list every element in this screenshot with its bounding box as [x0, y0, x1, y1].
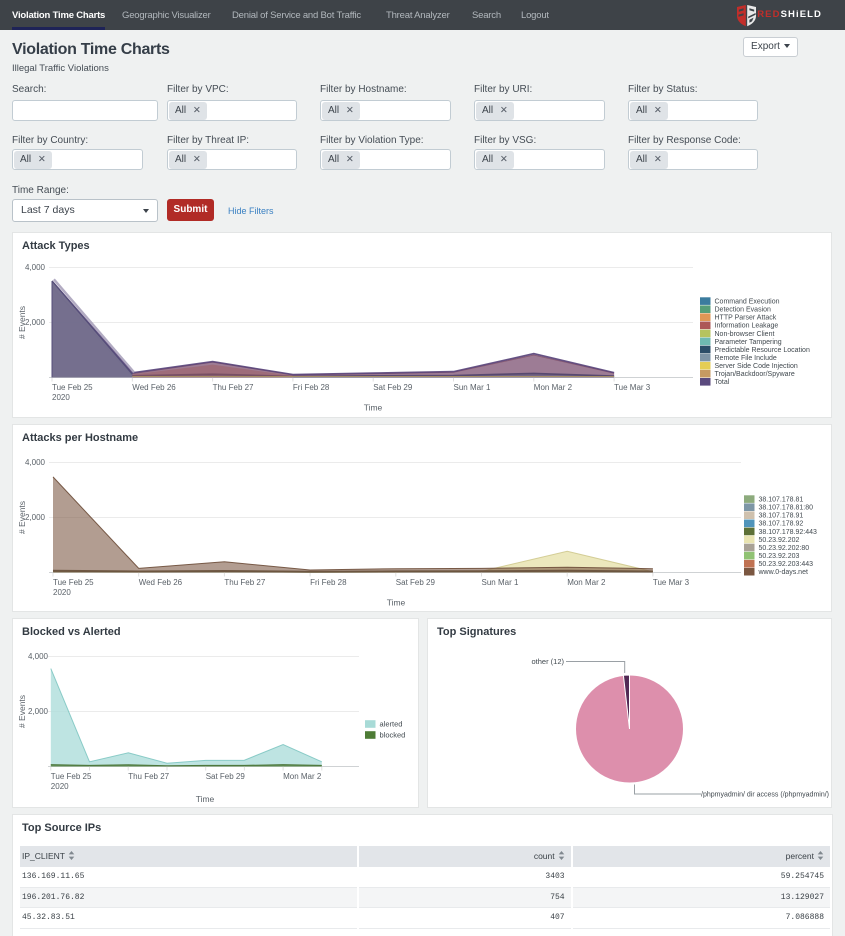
svg-text:Tue Feb 25: Tue Feb 25 [51, 772, 92, 781]
svg-text:38.107.178.92:443: 38.107.178.92:443 [759, 529, 817, 536]
svg-text:Tue Mar 3: Tue Mar 3 [653, 578, 690, 587]
svg-text:Sat Feb 29: Sat Feb 29 [206, 772, 246, 781]
svg-text:2020: 2020 [51, 782, 69, 791]
svg-text:Time: Time [364, 403, 383, 413]
svg-text:Sun Mar 1: Sun Mar 1 [454, 383, 491, 392]
svg-text:Mon Mar 2: Mon Mar 2 [567, 578, 606, 587]
svg-text:2,000: 2,000 [25, 318, 46, 327]
svg-text:Command Execution: Command Execution [715, 299, 780, 306]
svg-text:Fri Feb 28: Fri Feb 28 [310, 578, 347, 587]
svg-text:38.107.178.81:80: 38.107.178.81:80 [759, 505, 814, 512]
svg-text:2,000: 2,000 [25, 513, 46, 522]
svg-text:Total: Total [715, 379, 730, 386]
svg-text:Wed Feb 26: Wed Feb 26 [139, 578, 183, 587]
svg-text:HTTP Parser Attack: HTTP Parser Attack [715, 315, 777, 322]
svg-text:Fri Feb 28: Fri Feb 28 [293, 383, 330, 392]
svg-text:Mon Mar 2: Mon Mar 2 [283, 772, 322, 781]
svg-text:# Events: # Events [17, 501, 27, 534]
svg-text:Parameter Tampering: Parameter Tampering [715, 339, 782, 346]
svg-text:50.23.92.202: 50.23.92.202 [759, 537, 800, 544]
svg-text:other (12): other (12) [531, 657, 564, 666]
svg-text:4,000: 4,000 [25, 458, 46, 467]
svg-text:Tue Feb 25: Tue Feb 25 [53, 578, 94, 587]
svg-text:Thu Feb 27: Thu Feb 27 [224, 578, 265, 587]
svg-text:# Events: # Events [17, 695, 27, 728]
svg-text:Mon Mar 2: Mon Mar 2 [534, 383, 573, 392]
svg-text:Thu Feb 27: Thu Feb 27 [128, 772, 169, 781]
svg-text:Predictable Resource Location: Predictable Resource Location [715, 347, 810, 354]
svg-text:Thu Feb 27: Thu Feb 27 [213, 383, 254, 392]
svg-text:4,000: 4,000 [25, 263, 46, 272]
svg-text:50.23.92.202:80: 50.23.92.202:80 [759, 545, 810, 552]
svg-text:4,000: 4,000 [28, 652, 49, 661]
svg-text:blocked: blocked [380, 730, 406, 739]
svg-text:2020: 2020 [52, 393, 70, 402]
svg-text:38.107.178.91: 38.107.178.91 [759, 513, 804, 520]
svg-text:Non-browser Client: Non-browser Client [715, 331, 775, 338]
svg-text:Sat Feb 29: Sat Feb 29 [396, 578, 436, 587]
svg-text:Time: Time [196, 794, 215, 804]
svg-text:50.23.92.203: 50.23.92.203 [759, 553, 800, 560]
svg-text:Trojan/Backdoor/Spyware: Trojan/Backdoor/Spyware [715, 371, 795, 378]
svg-text:Remote File Include: Remote File Include [715, 355, 777, 362]
svg-text:Wed Feb 26: Wed Feb 26 [132, 383, 176, 392]
svg-text:38.107.178.81: 38.107.178.81 [759, 497, 804, 504]
svg-text:38.107.178.92: 38.107.178.92 [759, 521, 804, 528]
svg-text:Tue Feb 25: Tue Feb 25 [52, 383, 93, 392]
svg-text:2020: 2020 [53, 588, 71, 597]
svg-text:Sat Feb 29: Sat Feb 29 [373, 383, 413, 392]
svg-text:50.23.92.203:443: 50.23.92.203:443 [759, 561, 814, 568]
svg-text:Time: Time [387, 598, 406, 608]
svg-text:alerted: alerted [380, 719, 403, 728]
svg-text:www.0-days.net: www.0-days.net [758, 569, 808, 576]
svg-text:Server Side Code Injection: Server Side Code Injection [715, 363, 798, 370]
svg-text:# Events: # Events [17, 306, 27, 339]
svg-text:Information Leakage: Information Leakage [715, 323, 779, 330]
svg-text:2,000: 2,000 [28, 707, 49, 716]
svg-text:/phpmyadmin/ dir access (/phpm: /phpmyadmin/ dir access (/phpmyadmin/) [701, 792, 829, 799]
svg-text:Tue Mar 3: Tue Mar 3 [614, 383, 651, 392]
svg-text:Sun Mar 1: Sun Mar 1 [482, 578, 519, 587]
svg-text:Detection Evasion: Detection Evasion [715, 307, 772, 314]
